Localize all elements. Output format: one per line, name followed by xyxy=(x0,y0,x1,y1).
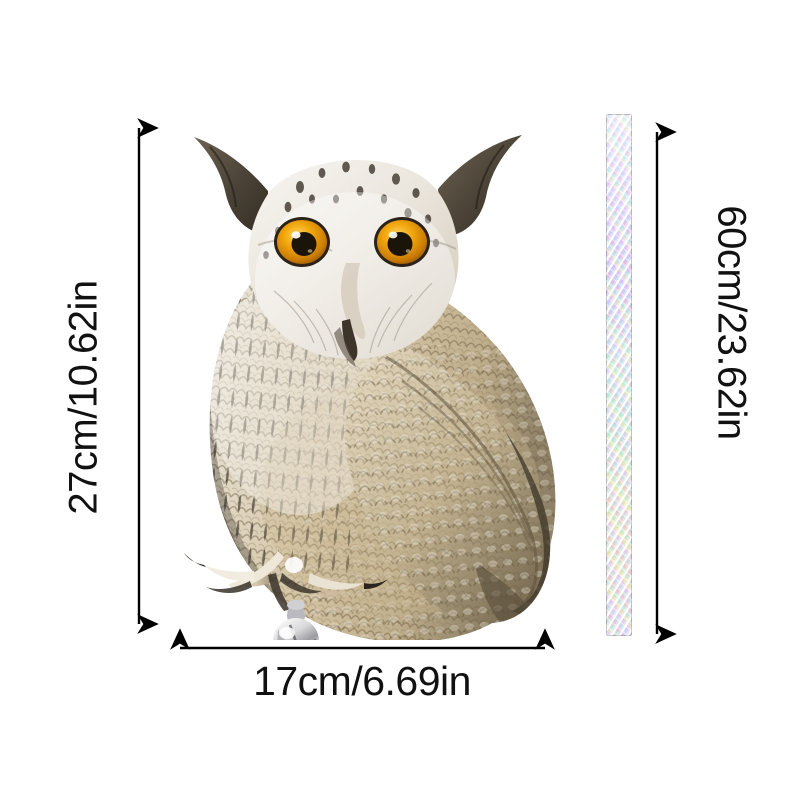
owl-eye-left xyxy=(274,217,330,267)
holographic-reflective-strip xyxy=(606,114,632,636)
strip-length-label: 60cm/23.62in xyxy=(709,205,754,440)
owl-graphic xyxy=(184,118,556,640)
talon-right xyxy=(308,573,364,590)
owl-height-label: 27cm/10.62in xyxy=(61,280,106,515)
owl-eye-right xyxy=(374,217,430,267)
owl-head xyxy=(194,118,522,367)
owl-talons xyxy=(184,551,388,611)
owl-decoy-image xyxy=(150,95,570,640)
owl-beak xyxy=(334,263,366,367)
owl-width-label: 17cm/6.69in xyxy=(253,658,471,704)
talon-left xyxy=(204,565,254,582)
